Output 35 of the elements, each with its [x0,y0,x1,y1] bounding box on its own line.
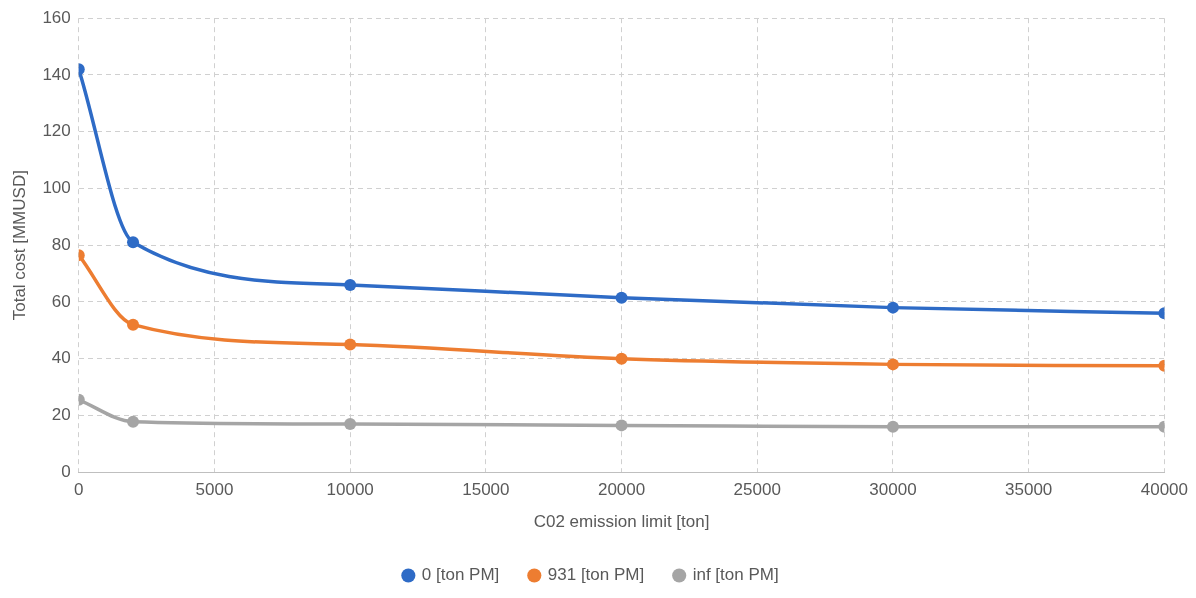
legend-label: 931 [ton PM] [547,565,645,585]
y-tick-label: 160 [42,7,71,27]
y-tick-label: 20 [51,405,71,425]
y-tick-label: 140 [42,64,71,84]
x-tick-label: 35000 [1005,480,1053,500]
y-tick-label: 40 [51,348,71,368]
x-axis-title: C02 emission limit [ton] [533,512,710,532]
x-tick-label: 40000 [1140,480,1188,500]
point [615,419,628,432]
y-tick-label: 80 [51,234,71,254]
point [615,352,628,365]
legend-label: 0 [ton PM] [421,565,500,585]
y-axis-title: Total cost [MMUSD] [9,170,29,321]
x-tick-label: 5000 [195,480,234,500]
point [127,415,140,428]
point [344,417,357,430]
point [886,420,899,433]
x-tick-label: 15000 [462,480,510,500]
point [127,236,140,249]
x-tick-label: 10000 [326,480,374,500]
legend-label: inf [ton PM] [692,565,779,585]
x-tick-label: 25000 [733,480,781,500]
x-tick-label: 20000 [597,480,646,500]
y-tick-label: 120 [42,121,71,141]
x-tick-label: 0 [74,480,84,500]
y-tick-label: 100 [42,178,71,198]
point [886,301,899,314]
y-tick-label: 60 [51,291,71,311]
x-tick-label: 30000 [869,480,917,500]
point [615,291,628,304]
point [886,358,899,371]
point [344,338,357,351]
y-tick-label: 0 [61,461,71,481]
point [127,318,140,331]
point [344,278,357,291]
